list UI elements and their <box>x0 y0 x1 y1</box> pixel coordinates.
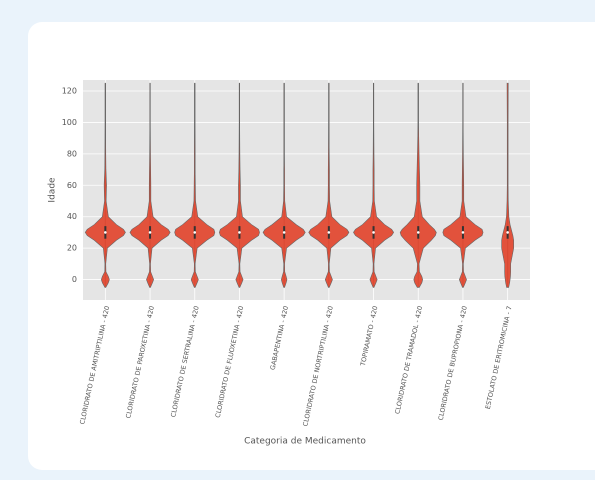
median <box>193 231 197 234</box>
violin <box>219 82 260 288</box>
plot-area <box>83 80 530 300</box>
x-tick-label: CLORIDRATO DE TRAMADOL - 420 <box>393 305 424 415</box>
x-tick-label: CLORIDRATO DE SERTRALINA - 420 <box>169 305 200 418</box>
x-tick-label: CLORIDRATO DE AMITRIPTILINA - 420 <box>78 305 111 425</box>
x-tick-label: CLORIDRATO DE NORTRIPTILINA - 420 <box>301 305 334 427</box>
x-tick-label: CLORIDRATO DE BUPROPIONA - 420 <box>437 305 469 421</box>
median <box>282 231 286 234</box>
violin <box>174 82 216 288</box>
violin <box>501 82 514 288</box>
median <box>104 231 107 234</box>
violin <box>84 82 126 288</box>
violin <box>308 82 350 288</box>
median <box>506 231 509 234</box>
violin <box>262 82 306 288</box>
y-tick-label: 0 <box>72 275 77 284</box>
y-tick-label: 120 <box>62 87 77 96</box>
y-tick-label: 60 <box>67 181 77 190</box>
x-tick-label: GABAPENTINA - 420 <box>269 305 290 371</box>
violin <box>129 82 171 288</box>
x-tick-label: TOPIRAMATO - 420 <box>359 305 380 367</box>
violin <box>399 82 437 288</box>
x-axis-label: Categoria de Medicamento <box>244 437 366 447</box>
x-tick-label: CLORIDRATO DE FLUOXETINA - 420 <box>214 305 246 418</box>
median <box>148 231 152 234</box>
median <box>327 231 331 234</box>
median <box>372 231 375 234</box>
y-axis-label: Idade <box>48 177 58 203</box>
violin <box>442 82 484 288</box>
x-tick-label: ESTOLATO DE ERITROMICINA - 7 <box>484 305 514 410</box>
y-tick-label: 40 <box>67 212 77 221</box>
y-tick-label: 80 <box>67 149 77 158</box>
y-tick-label: 100 <box>62 118 77 127</box>
median <box>416 231 420 234</box>
median <box>238 231 241 234</box>
y-tick-label: 20 <box>67 244 77 253</box>
median <box>461 231 465 234</box>
violin <box>353 82 395 288</box>
x-tick-label: CLORIDRATO DE PAROXETINA - 420 <box>124 305 156 419</box>
